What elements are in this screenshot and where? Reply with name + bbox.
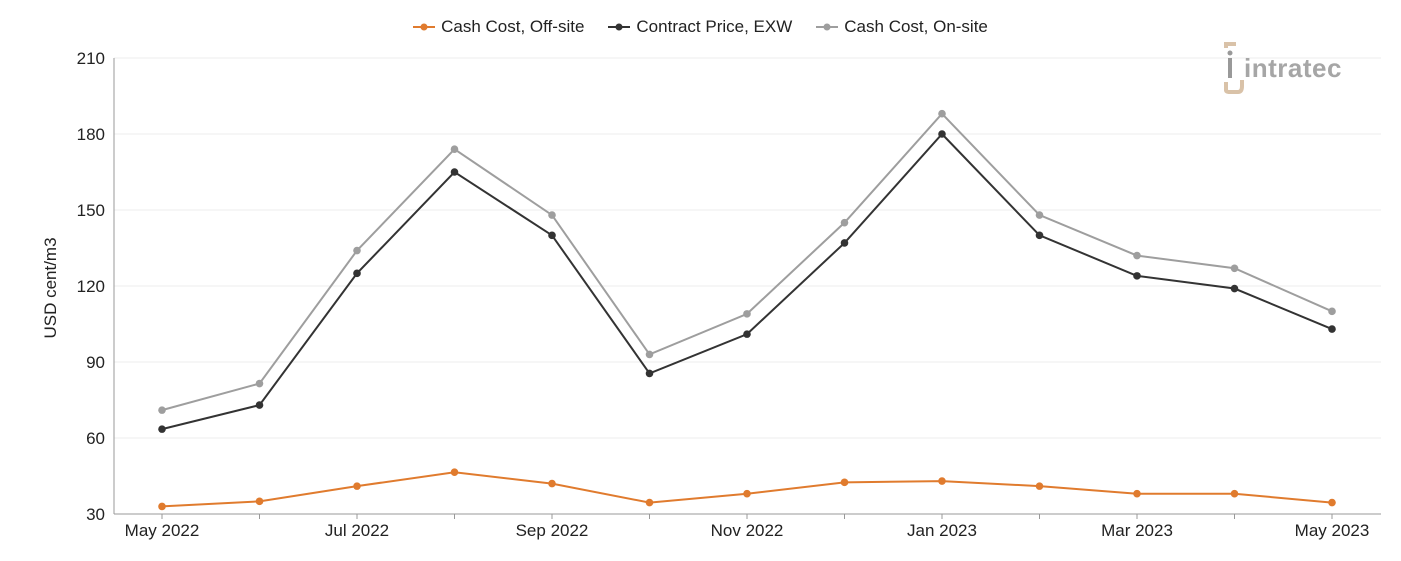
data-point[interactable]	[1035, 231, 1044, 240]
data-point[interactable]	[938, 130, 946, 138]
data-point[interactable]	[743, 489, 751, 498]
data-point[interactable]	[645, 369, 654, 378]
x-tick-label: Jul 2022	[325, 521, 389, 540]
gridlines	[114, 57, 1381, 439]
series-line	[161, 112, 1333, 412]
legend-label: Cash Cost, On-site	[844, 17, 988, 36]
data-point[interactable]	[645, 350, 654, 359]
legend-swatch	[413, 23, 436, 31]
y-tick-label: 60	[86, 429, 105, 448]
data-point[interactable]	[158, 406, 166, 414]
data-point[interactable]	[353, 269, 361, 278]
logo-text: intratec	[1244, 53, 1342, 83]
x-tick-label: Sep 2022	[516, 521, 589, 540]
data-point[interactable]	[450, 145, 459, 153]
data-point[interactable]	[255, 401, 264, 409]
data-point[interactable]	[1035, 482, 1044, 490]
data-point[interactable]	[548, 211, 556, 219]
data-point[interactable]	[938, 477, 946, 485]
data-point[interactable]	[353, 246, 361, 255]
series-line	[161, 471, 1333, 508]
legend-item-cash-cost-on-site[interactable]: Cash Cost, On-site	[816, 17, 988, 37]
legend-label: Contract Price, EXW	[636, 17, 793, 36]
legend-swatch	[608, 23, 631, 31]
legend-label: Cash Cost, Off-site	[441, 17, 585, 36]
y-tick-label: 150	[77, 201, 105, 220]
y-tick-label: 180	[77, 125, 105, 144]
axes: 30 60 90 120 150 180 210 May 2022 Jul 2022 Sep 20…	[77, 49, 1381, 540]
chart-legend: Cash Cost, Off-site Contract Price, EXW …	[0, 17, 1401, 37]
data-point[interactable]	[548, 231, 556, 240]
y-tick-label: 30	[86, 505, 105, 524]
series-contract-price-exw	[158, 130, 1336, 433]
data-point[interactable]	[548, 479, 556, 488]
data-point[interactable]	[1328, 307, 1336, 316]
data-point[interactable]	[1328, 498, 1336, 507]
data-point[interactable]	[840, 239, 849, 247]
series-lines	[158, 109, 1336, 511]
data-point[interactable]	[1133, 489, 1141, 498]
data-point[interactable]	[743, 330, 751, 338]
data-point[interactable]	[1230, 284, 1239, 293]
legend-item-contract-price-exw[interactable]: Contract Price, EXW	[608, 17, 792, 37]
y-tick-label: 90	[86, 353, 105, 372]
legend-swatch	[816, 23, 839, 31]
data-point[interactable]	[645, 498, 654, 507]
data-point[interactable]	[743, 310, 751, 318]
series-line	[161, 132, 1333, 431]
data-point[interactable]	[353, 482, 361, 490]
data-point[interactable]	[255, 379, 264, 388]
logo-mark-icon	[1224, 42, 1244, 94]
data-point[interactable]	[158, 502, 166, 511]
x-tick-label: Nov 2022	[711, 521, 784, 540]
x-tick-label: May 2023	[1295, 521, 1370, 540]
data-point[interactable]	[1328, 325, 1336, 333]
x-tick-label: May 2022	[125, 521, 200, 540]
y-axis-label: USD cent/m3	[41, 237, 60, 338]
data-point[interactable]	[158, 425, 166, 433]
data-point[interactable]	[938, 109, 946, 118]
data-point[interactable]	[1133, 272, 1141, 280]
data-point[interactable]	[840, 218, 849, 227]
data-point[interactable]	[450, 468, 459, 477]
data-point[interactable]	[255, 497, 264, 506]
legend-item-cash-cost-off-site[interactable]: Cash Cost, Off-site	[413, 17, 584, 37]
intratec-logo: intratec	[1222, 42, 1367, 94]
x-tick-label: Mar 2023	[1101, 521, 1173, 540]
data-point[interactable]	[1230, 489, 1239, 498]
x-tick-label: Jan 2023	[907, 521, 977, 540]
data-point[interactable]	[1230, 264, 1239, 273]
series-cash-cost-off-site	[158, 468, 1336, 511]
data-point[interactable]	[450, 168, 459, 176]
data-point[interactable]	[1133, 251, 1141, 260]
series-cash-cost-on-site	[158, 109, 1336, 414]
data-point[interactable]	[840, 478, 849, 487]
data-point[interactable]	[1035, 211, 1044, 219]
y-tick-label: 210	[77, 49, 105, 68]
y-tick-label: 120	[77, 277, 105, 296]
